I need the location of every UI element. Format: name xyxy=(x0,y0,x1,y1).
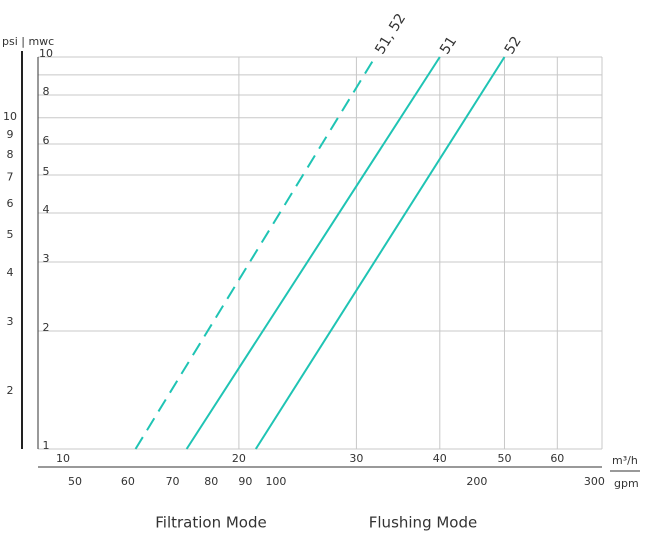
x-tick-label: 50 xyxy=(497,452,511,465)
y2-tick-label: 2 xyxy=(7,384,14,397)
y-tick-label: 5 xyxy=(43,165,50,178)
series-line xyxy=(134,56,376,450)
x2-axis-label: gpm xyxy=(614,477,639,490)
y-tick-label: 3 xyxy=(43,252,50,265)
y2-tick-label: 7 xyxy=(7,171,14,184)
y-tick-label: 6 xyxy=(43,134,50,147)
y-tick-label: 10 xyxy=(39,47,53,60)
x2-tick-label: 200 xyxy=(466,475,487,488)
annotation: Filtration Mode xyxy=(155,514,266,532)
x-tick-label: 10 xyxy=(56,452,70,465)
x2-tick-label: 100 xyxy=(265,475,286,488)
y-axis-label: psi | mwc xyxy=(2,35,54,48)
y2-tick-label: 9 xyxy=(7,128,14,141)
y2-tick-label: 5 xyxy=(7,228,14,241)
y2-tick-label: 10 xyxy=(3,110,17,123)
series-line xyxy=(185,56,441,450)
series-label: 51 xyxy=(437,34,460,58)
y-tick-label: 1 xyxy=(43,439,50,452)
y2-tick-label: 4 xyxy=(7,266,14,279)
y-tick-label: 4 xyxy=(43,203,50,216)
y2-tick-label: 3 xyxy=(7,315,14,328)
x-axis-label: m³/h xyxy=(612,454,638,467)
series-label: 51, 52 xyxy=(372,11,409,57)
x2-tick-label: 300 xyxy=(584,475,605,488)
series-line xyxy=(254,56,506,450)
y-tick-label: 2 xyxy=(43,321,50,334)
annotation: Flushing Mode xyxy=(369,514,477,532)
x2-tick-label: 90 xyxy=(238,475,252,488)
y2-tick-label: 6 xyxy=(7,197,14,210)
x2-tick-label: 80 xyxy=(204,475,218,488)
y2-tick-label: 8 xyxy=(7,148,14,161)
x-tick-label: 60 xyxy=(550,452,564,465)
y-tick-label: 8 xyxy=(43,85,50,98)
x-tick-label: 20 xyxy=(232,452,246,465)
x2-tick-label: 60 xyxy=(121,475,135,488)
series-label: 52 xyxy=(502,34,525,58)
x2-tick-label: 50 xyxy=(68,475,82,488)
x2-tick-label: 70 xyxy=(166,475,180,488)
x-tick-label: 40 xyxy=(433,452,447,465)
x-tick-label: 30 xyxy=(349,452,363,465)
